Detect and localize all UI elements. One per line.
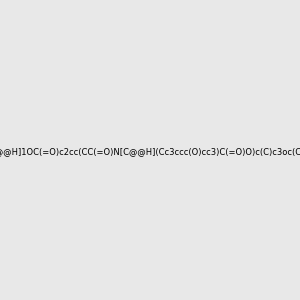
Text: O=C(C[C@@H]1OC(=O)c2cc(CC(=O)N[C@@H](Cc3ccc(O)cc3)C(=O)O)c(C)c3oc(C)c(C)c23)c1: O=C(C[C@@H]1OC(=O)c2cc(CC(=O)N[C@@H](Cc3… — [0, 147, 300, 156]
